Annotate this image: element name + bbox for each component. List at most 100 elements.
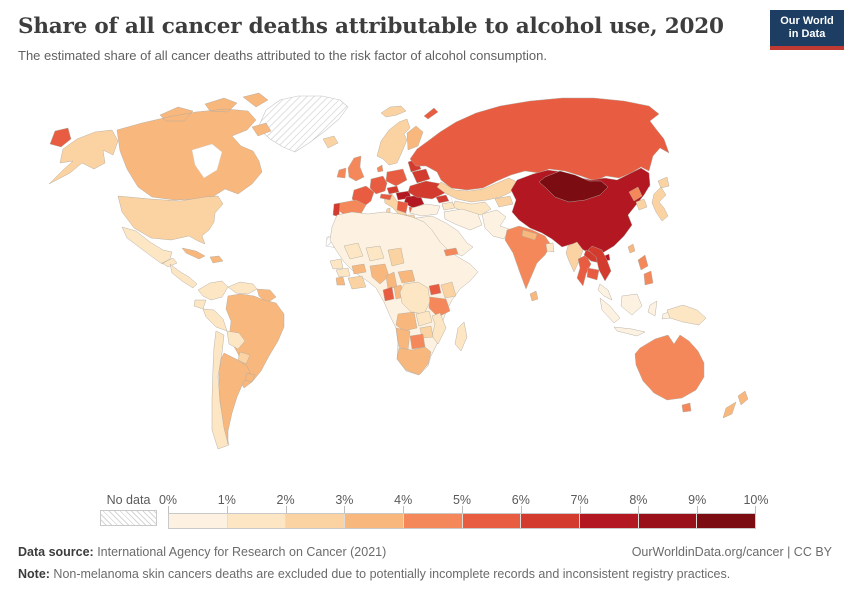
legend-cell-1[interactable] bbox=[227, 514, 287, 528]
country-sierra-leone-liberia[interactable] bbox=[335, 276, 346, 286]
country-guyanas[interactable] bbox=[256, 288, 277, 304]
country-mozambique[interactable] bbox=[431, 312, 447, 345]
country-central-america[interactable] bbox=[169, 263, 198, 289]
country-peru[interactable] bbox=[202, 308, 228, 332]
country-senegal[interactable] bbox=[329, 258, 344, 270]
country-burkina-faso[interactable] bbox=[351, 263, 367, 275]
legend-tick-label-3: 3% bbox=[335, 493, 354, 507]
legend-cell-4[interactable] bbox=[403, 514, 463, 528]
legend-cell-3[interactable] bbox=[345, 514, 404, 528]
country-poland[interactable] bbox=[385, 168, 408, 187]
country-japan[interactable] bbox=[651, 176, 670, 222]
country-botswana[interactable] bbox=[409, 333, 426, 350]
country-cambodia[interactable] bbox=[586, 267, 600, 281]
country-nigeria[interactable] bbox=[369, 263, 390, 285]
world-choropleth-map bbox=[40, 92, 820, 487]
country-central-african-republic[interactable] bbox=[397, 269, 416, 284]
country-finland[interactable] bbox=[406, 125, 424, 151]
country-south-africa[interactable] bbox=[396, 346, 432, 376]
country-south-korea[interactable] bbox=[635, 198, 648, 211]
country-bangladesh[interactable] bbox=[545, 242, 555, 253]
country-madagascar[interactable] bbox=[454, 321, 468, 352]
country-papua-new-guinea[interactable] bbox=[666, 304, 707, 326]
legend-tick-label-10: 10% bbox=[743, 493, 769, 507]
country-venezuela[interactable] bbox=[227, 281, 258, 295]
legend-cell-8[interactable] bbox=[638, 514, 698, 528]
legend-tick-label-1: 1% bbox=[217, 493, 236, 507]
country-hispaniola[interactable] bbox=[209, 255, 224, 264]
legend-cell-2[interactable] bbox=[286, 514, 346, 528]
country-philippines[interactable] bbox=[637, 254, 654, 286]
legend-cell-7[interactable] bbox=[579, 514, 639, 528]
legend-color-bar[interactable] bbox=[168, 513, 756, 529]
country-kenya[interactable] bbox=[440, 281, 457, 299]
country-kyrgyzstan-tajikistan[interactable] bbox=[494, 195, 514, 208]
country-cote-divoire-ghana[interactable] bbox=[347, 275, 367, 290]
country-indonesia[interactable] bbox=[599, 293, 673, 337]
legend-cell-6[interactable] bbox=[521, 514, 580, 528]
country-myanmar[interactable] bbox=[565, 241, 584, 273]
country-belarus[interactable] bbox=[411, 168, 431, 184]
country-mongolia[interactable] bbox=[538, 170, 609, 203]
country-new-zealand[interactable] bbox=[722, 390, 749, 419]
legend-no-data-swatch[interactable] bbox=[100, 510, 157, 526]
owid-logo[interactable]: Our World in Data bbox=[770, 10, 844, 50]
country-tanzania[interactable] bbox=[428, 296, 451, 318]
country-nepal[interactable] bbox=[521, 229, 538, 241]
country-iran[interactable] bbox=[443, 208, 483, 231]
country-norway-sweden[interactable] bbox=[376, 105, 411, 166]
country-iceland[interactable] bbox=[322, 135, 339, 149]
country-paraguay[interactable] bbox=[237, 351, 251, 365]
country-united-kingdom[interactable] bbox=[347, 155, 365, 182]
country-azerbaijan-armenia[interactable] bbox=[441, 201, 456, 211]
legend-cell-9[interactable] bbox=[697, 514, 756, 528]
country-angola[interactable] bbox=[395, 311, 418, 332]
country-gabon[interactable] bbox=[382, 286, 395, 302]
country-india[interactable] bbox=[504, 225, 552, 290]
country-mali[interactable] bbox=[343, 242, 364, 260]
country-afghanistan-pakistan[interactable] bbox=[481, 209, 510, 240]
country-cuba[interactable] bbox=[181, 247, 206, 260]
country-ireland[interactable] bbox=[336, 167, 347, 179]
country-bolivia[interactable] bbox=[226, 330, 246, 350]
country-taiwan[interactable] bbox=[627, 243, 636, 254]
country-north-korea[interactable] bbox=[628, 186, 643, 202]
country-chile[interactable] bbox=[211, 330, 230, 450]
country-chukotka-russia[interactable] bbox=[49, 127, 72, 148]
country-georgia[interactable] bbox=[435, 194, 450, 204]
country-argentina[interactable] bbox=[218, 352, 251, 445]
country-united-states[interactable] bbox=[117, 195, 224, 245]
country-australia[interactable] bbox=[634, 334, 705, 413]
country-greenland[interactable] bbox=[257, 95, 349, 153]
country-zambia[interactable] bbox=[415, 310, 433, 327]
country-guinea[interactable] bbox=[335, 267, 351, 278]
country-malaysia[interactable] bbox=[597, 283, 613, 301]
country-chad[interactable] bbox=[387, 247, 405, 267]
country-mexico[interactable] bbox=[121, 226, 178, 268]
country-alaska[interactable] bbox=[48, 129, 119, 185]
country-ukraine[interactable] bbox=[407, 180, 446, 200]
legend-tick-label-6: 6% bbox=[511, 493, 530, 507]
legend-cell-0[interactable] bbox=[169, 514, 228, 528]
country-austria[interactable] bbox=[379, 193, 393, 201]
legend-tick-mark bbox=[403, 506, 405, 513]
country-czechia[interactable] bbox=[386, 185, 400, 195]
country-turkey[interactable] bbox=[409, 203, 441, 217]
legend-tick-mark bbox=[285, 506, 287, 513]
country-uganda[interactable] bbox=[428, 283, 442, 296]
country-canada[interactable] bbox=[116, 92, 272, 201]
country-uruguay[interactable] bbox=[244, 372, 256, 383]
legend-tick-mark bbox=[697, 506, 699, 513]
country-colombia[interactable] bbox=[197, 280, 229, 301]
country-germany[interactable] bbox=[369, 175, 388, 195]
country-denmark[interactable] bbox=[376, 164, 384, 173]
country-vietnam[interactable] bbox=[587, 245, 612, 282]
country-sri-lanka[interactable] bbox=[529, 290, 539, 302]
country-niger[interactable] bbox=[365, 245, 385, 262]
legend-no-data-label: No data bbox=[106, 493, 151, 507]
legend-cell-5[interactable] bbox=[462, 514, 522, 528]
country-eritrea[interactable] bbox=[443, 247, 459, 257]
country-balkans[interactable] bbox=[396, 200, 409, 214]
country-ecuador[interactable] bbox=[193, 299, 207, 310]
owid-cancer-link[interactable]: OurWorldinData.org/cancer | CC BY bbox=[631, 545, 832, 559]
